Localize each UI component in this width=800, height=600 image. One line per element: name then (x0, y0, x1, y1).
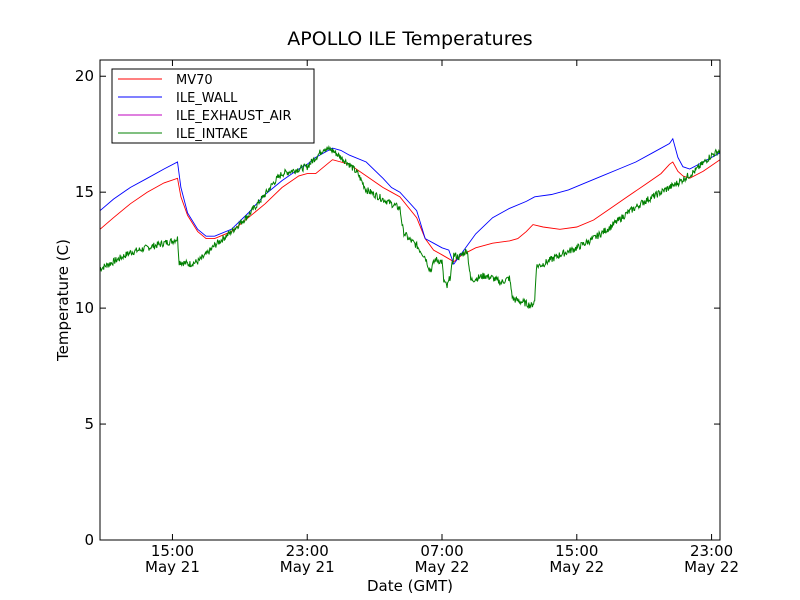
x-tick-label-time: 07:00 (420, 542, 463, 560)
series-line-ile-wall (100, 137, 720, 266)
x-tick-label-time: 15:00 (151, 542, 194, 560)
y-tick-label: 0 (84, 531, 94, 549)
x-tick-label-date: May 22 (549, 558, 604, 576)
chart-title: APOLLO ILE Temperatures (287, 28, 532, 50)
x-tick-label-time: 15:00 (555, 542, 598, 560)
x-tick-label-date: May 22 (415, 558, 470, 576)
legend-box (111, 68, 315, 144)
legend-label-ile-intake: ILE_INTAKE (176, 127, 248, 142)
series-layer (100, 137, 720, 310)
x-tick-label-time: 23:00 (690, 542, 733, 560)
legend-label-mv70: MV70 (176, 73, 213, 88)
x-tick-label-date: May 21 (145, 558, 200, 576)
plot-frame (99, 59, 721, 541)
y-tick-label: 10 (75, 299, 94, 317)
y-tick-label: 20 (75, 67, 94, 85)
x-tick-label-date: May 21 (280, 558, 335, 576)
legend: MV70 ILE_WALL ILE_EXHAUST_AIR ILE_INTAKE (111, 68, 315, 144)
series-line-ile-intake (100, 144, 720, 310)
y-axis-label: Temperature (C) (54, 239, 72, 362)
series-line-mv70 (100, 159, 720, 263)
y-tick-label: 5 (84, 415, 94, 433)
x-axis-label: Date (GMT) (367, 577, 453, 595)
legend-label-ile-wall: ILE_WALL (176, 91, 238, 106)
x-tick-label-time: 23:00 (286, 542, 329, 560)
legend-label-ile-exhaust-air: ILE_EXHAUST_AIR (176, 109, 292, 124)
y-tick-label: 15 (75, 183, 94, 201)
x-tick-label-date: May 22 (684, 558, 739, 576)
